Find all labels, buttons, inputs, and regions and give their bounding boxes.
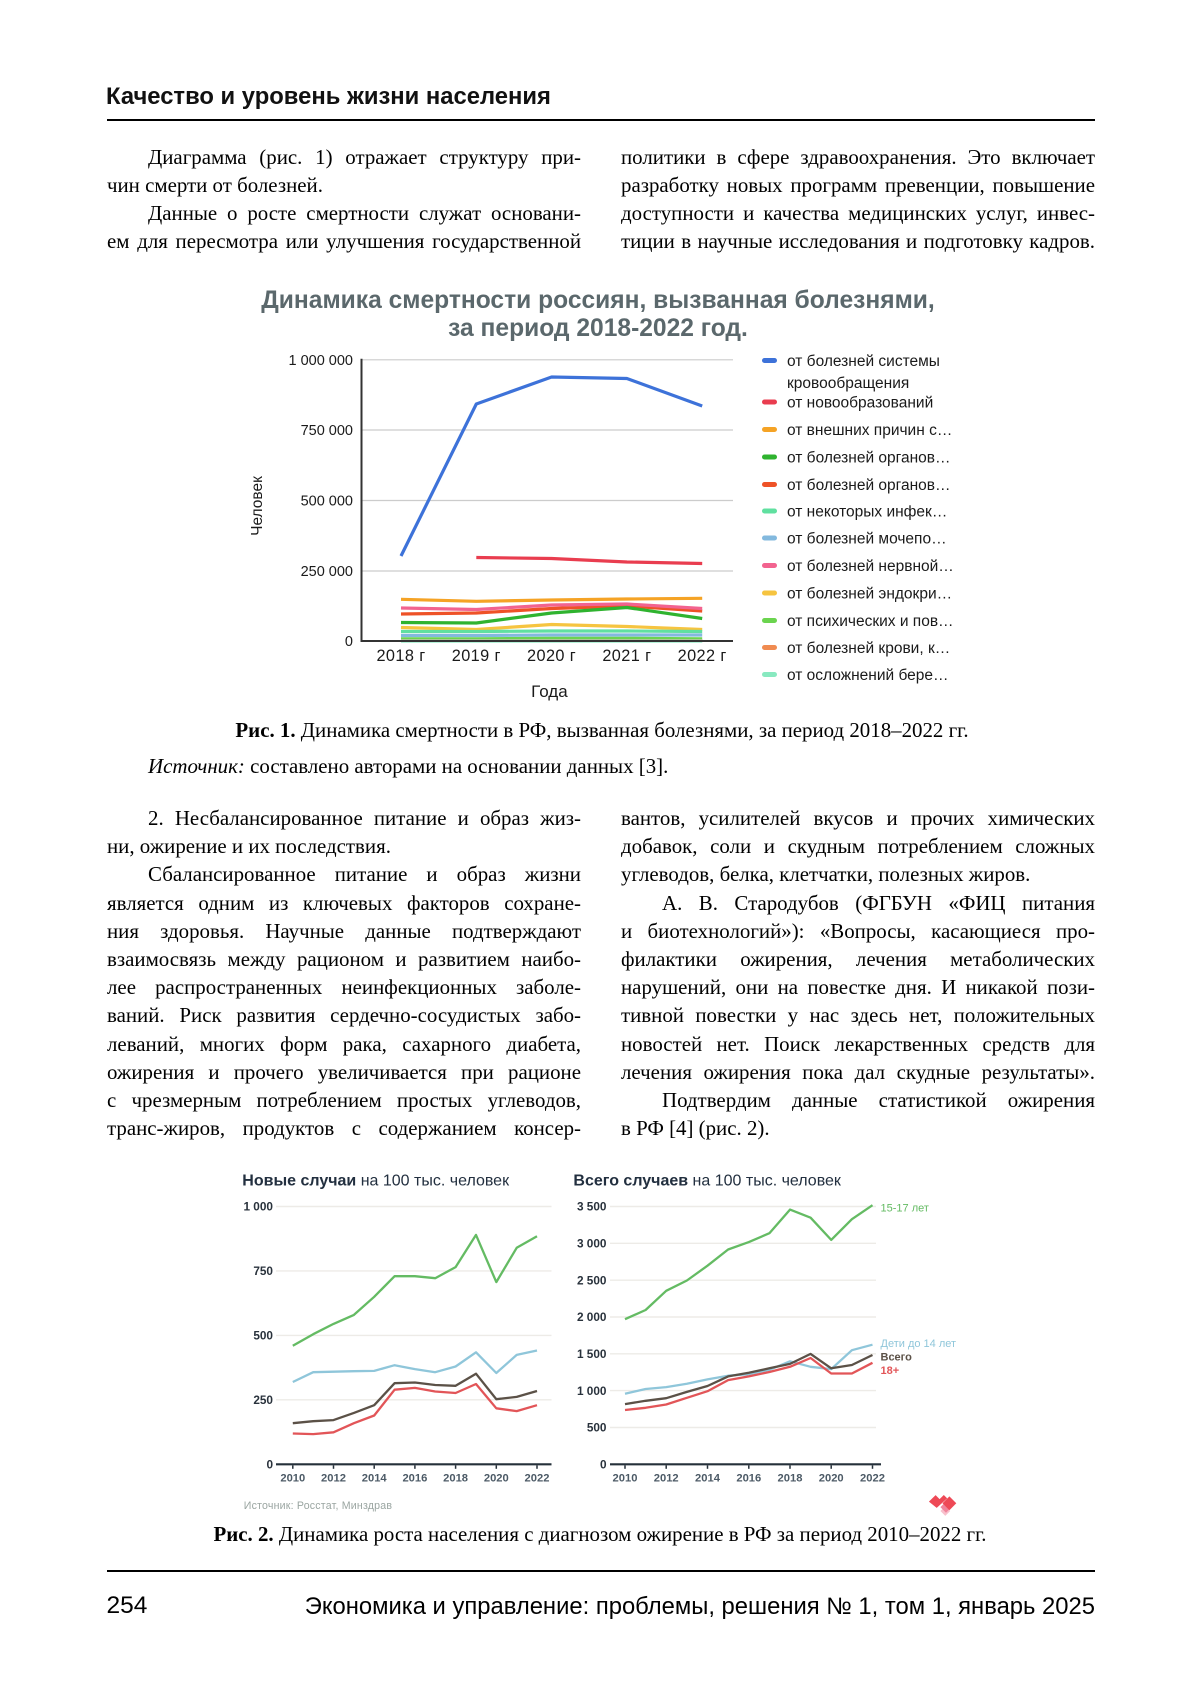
svg-text:кровообращения: кровообращения [787, 375, 909, 392]
svg-text:от болезней нервной…: от болезней нервной… [787, 558, 954, 575]
svg-text:от внешних причин с…: от внешних причин с… [787, 422, 952, 439]
svg-text:2012: 2012 [654, 1472, 679, 1484]
svg-text:2016: 2016 [402, 1472, 427, 1484]
svg-text:2 000: 2 000 [577, 1310, 607, 1324]
svg-text:3 500: 3 500 [577, 1200, 607, 1214]
svg-text:2010: 2010 [280, 1472, 305, 1484]
svg-text:Источник: Росстат, Минздрав: Источник: Росстат, Минздрав [244, 1500, 393, 1512]
svg-text:2020: 2020 [819, 1472, 844, 1484]
svg-text:2022: 2022 [860, 1472, 885, 1484]
svg-text:от некоторых инфек…: от некоторых инфек… [787, 504, 947, 521]
svg-text:от психических и пов…: от психических и пов… [787, 613, 954, 630]
svg-text:2010: 2010 [613, 1472, 638, 1484]
svg-text:от осложнений бере…: от осложнений бере… [787, 667, 949, 684]
svg-text:250 000: 250 000 [301, 564, 353, 580]
svg-text:3 000: 3 000 [577, 1237, 607, 1251]
svg-text:за период 2018-2022 год.: за период 2018-2022 год. [448, 315, 748, 342]
svg-text:15-17 лет: 15-17 лет [881, 1203, 929, 1215]
svg-text:2018: 2018 [778, 1472, 803, 1484]
svg-text:750 000: 750 000 [301, 423, 353, 439]
svg-text:0: 0 [600, 1458, 607, 1472]
svg-text:от болезней крови, к…: от болезней крови, к… [787, 640, 950, 657]
svg-text:2018 г: 2018 г [376, 647, 425, 665]
svg-text:2012: 2012 [321, 1472, 346, 1484]
svg-text:от болезней эндокри…: от болезней эндокри… [787, 586, 952, 603]
svg-text:2022 г: 2022 г [678, 647, 727, 665]
svg-text:2020: 2020 [484, 1472, 509, 1484]
svg-text:Динамика смертности россиян, в: Динамика смертности россиян, вызванная б… [261, 287, 934, 314]
svg-text:1 000: 1 000 [243, 1200, 273, 1214]
svg-text:Всего случаев на 100 тыс. чело: Всего случаев на 100 тыс. человек [573, 1173, 842, 1190]
svg-text:2019 г: 2019 г [452, 647, 501, 665]
svg-text:Всего: Всего [881, 1352, 913, 1364]
svg-text:Дети до 14 лет: Дети до 14 лет [881, 1338, 957, 1350]
svg-text:от болезней системы: от болезней системы [787, 353, 940, 370]
svg-text:от болезней органов…: от болезней органов… [787, 450, 951, 467]
svg-text:2022: 2022 [525, 1472, 550, 1484]
svg-text:250: 250 [253, 1393, 273, 1407]
svg-text:750: 750 [253, 1264, 273, 1278]
svg-text:Человек: Человек [249, 476, 266, 536]
svg-text:Года: Года [531, 682, 568, 701]
svg-text:1 000 000: 1 000 000 [288, 353, 353, 369]
svg-text:500 000: 500 000 [301, 494, 353, 510]
svg-text:1 000: 1 000 [577, 1384, 607, 1398]
svg-text:от болезней органов…: от болезней органов… [787, 477, 951, 494]
svg-text:500: 500 [587, 1421, 607, 1435]
svg-text:1 500: 1 500 [577, 1347, 607, 1361]
svg-text:2014: 2014 [362, 1472, 388, 1484]
svg-text:от новообразований: от новообразований [787, 395, 933, 412]
svg-text:2014: 2014 [695, 1472, 721, 1484]
svg-text:2 500: 2 500 [577, 1273, 607, 1287]
svg-text:0: 0 [345, 634, 353, 650]
svg-text:2021 г: 2021 г [602, 647, 651, 665]
svg-text:Новые случаи на 100 тыс. челов: Новые случаи на 100 тыс. человек [242, 1173, 510, 1190]
svg-text:2018: 2018 [443, 1472, 468, 1484]
svg-text:0: 0 [266, 1458, 273, 1472]
svg-text:18+: 18+ [881, 1365, 900, 1377]
svg-text:2016: 2016 [736, 1472, 761, 1484]
svg-text:2020 г: 2020 г [527, 647, 576, 665]
svg-text:от болезней мочепо…: от болезней мочепо… [787, 531, 947, 548]
svg-text:500: 500 [253, 1329, 273, 1343]
